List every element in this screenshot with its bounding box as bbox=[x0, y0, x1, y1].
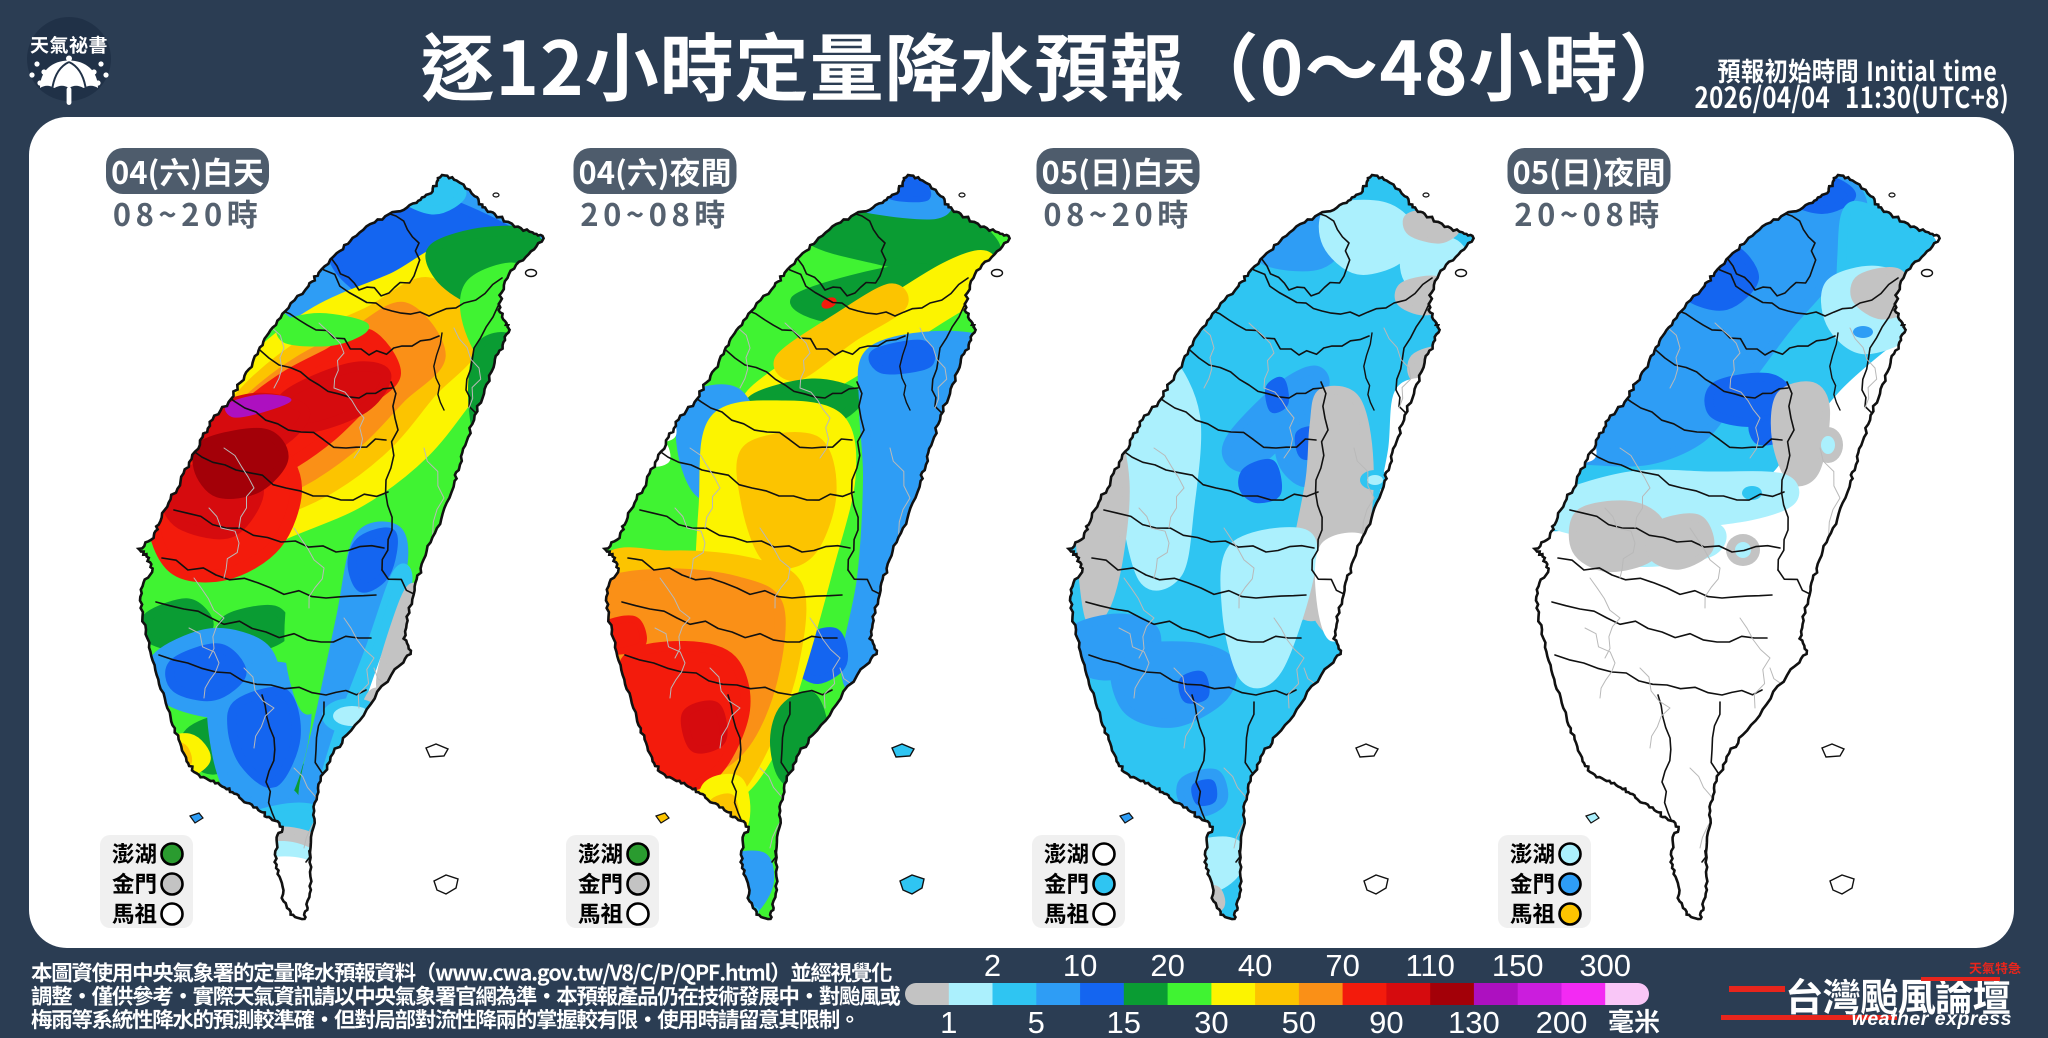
svg-text:200: 200 bbox=[1536, 1005, 1588, 1038]
svg-text:70: 70 bbox=[1325, 948, 1359, 983]
svg-text:150: 150 bbox=[1492, 948, 1544, 983]
svg-text:5: 5 bbox=[1028, 1005, 1045, 1038]
svg-text:1: 1 bbox=[940, 1005, 957, 1038]
svg-text:300: 300 bbox=[1579, 948, 1631, 983]
svg-text:30: 30 bbox=[1194, 1005, 1228, 1038]
svg-text:15: 15 bbox=[1107, 1005, 1141, 1038]
svg-text:weather express: weather express bbox=[1852, 1008, 2012, 1030]
svg-text:40: 40 bbox=[1238, 948, 1272, 983]
svg-text:90: 90 bbox=[1369, 1005, 1403, 1038]
svg-text:110: 110 bbox=[1405, 948, 1454, 983]
svg-text:10: 10 bbox=[1063, 948, 1097, 983]
svg-text:50: 50 bbox=[1282, 1005, 1316, 1038]
svg-text:20: 20 bbox=[1150, 948, 1184, 983]
svg-text:2: 2 bbox=[984, 948, 1001, 983]
svg-text:130: 130 bbox=[1448, 1005, 1500, 1038]
